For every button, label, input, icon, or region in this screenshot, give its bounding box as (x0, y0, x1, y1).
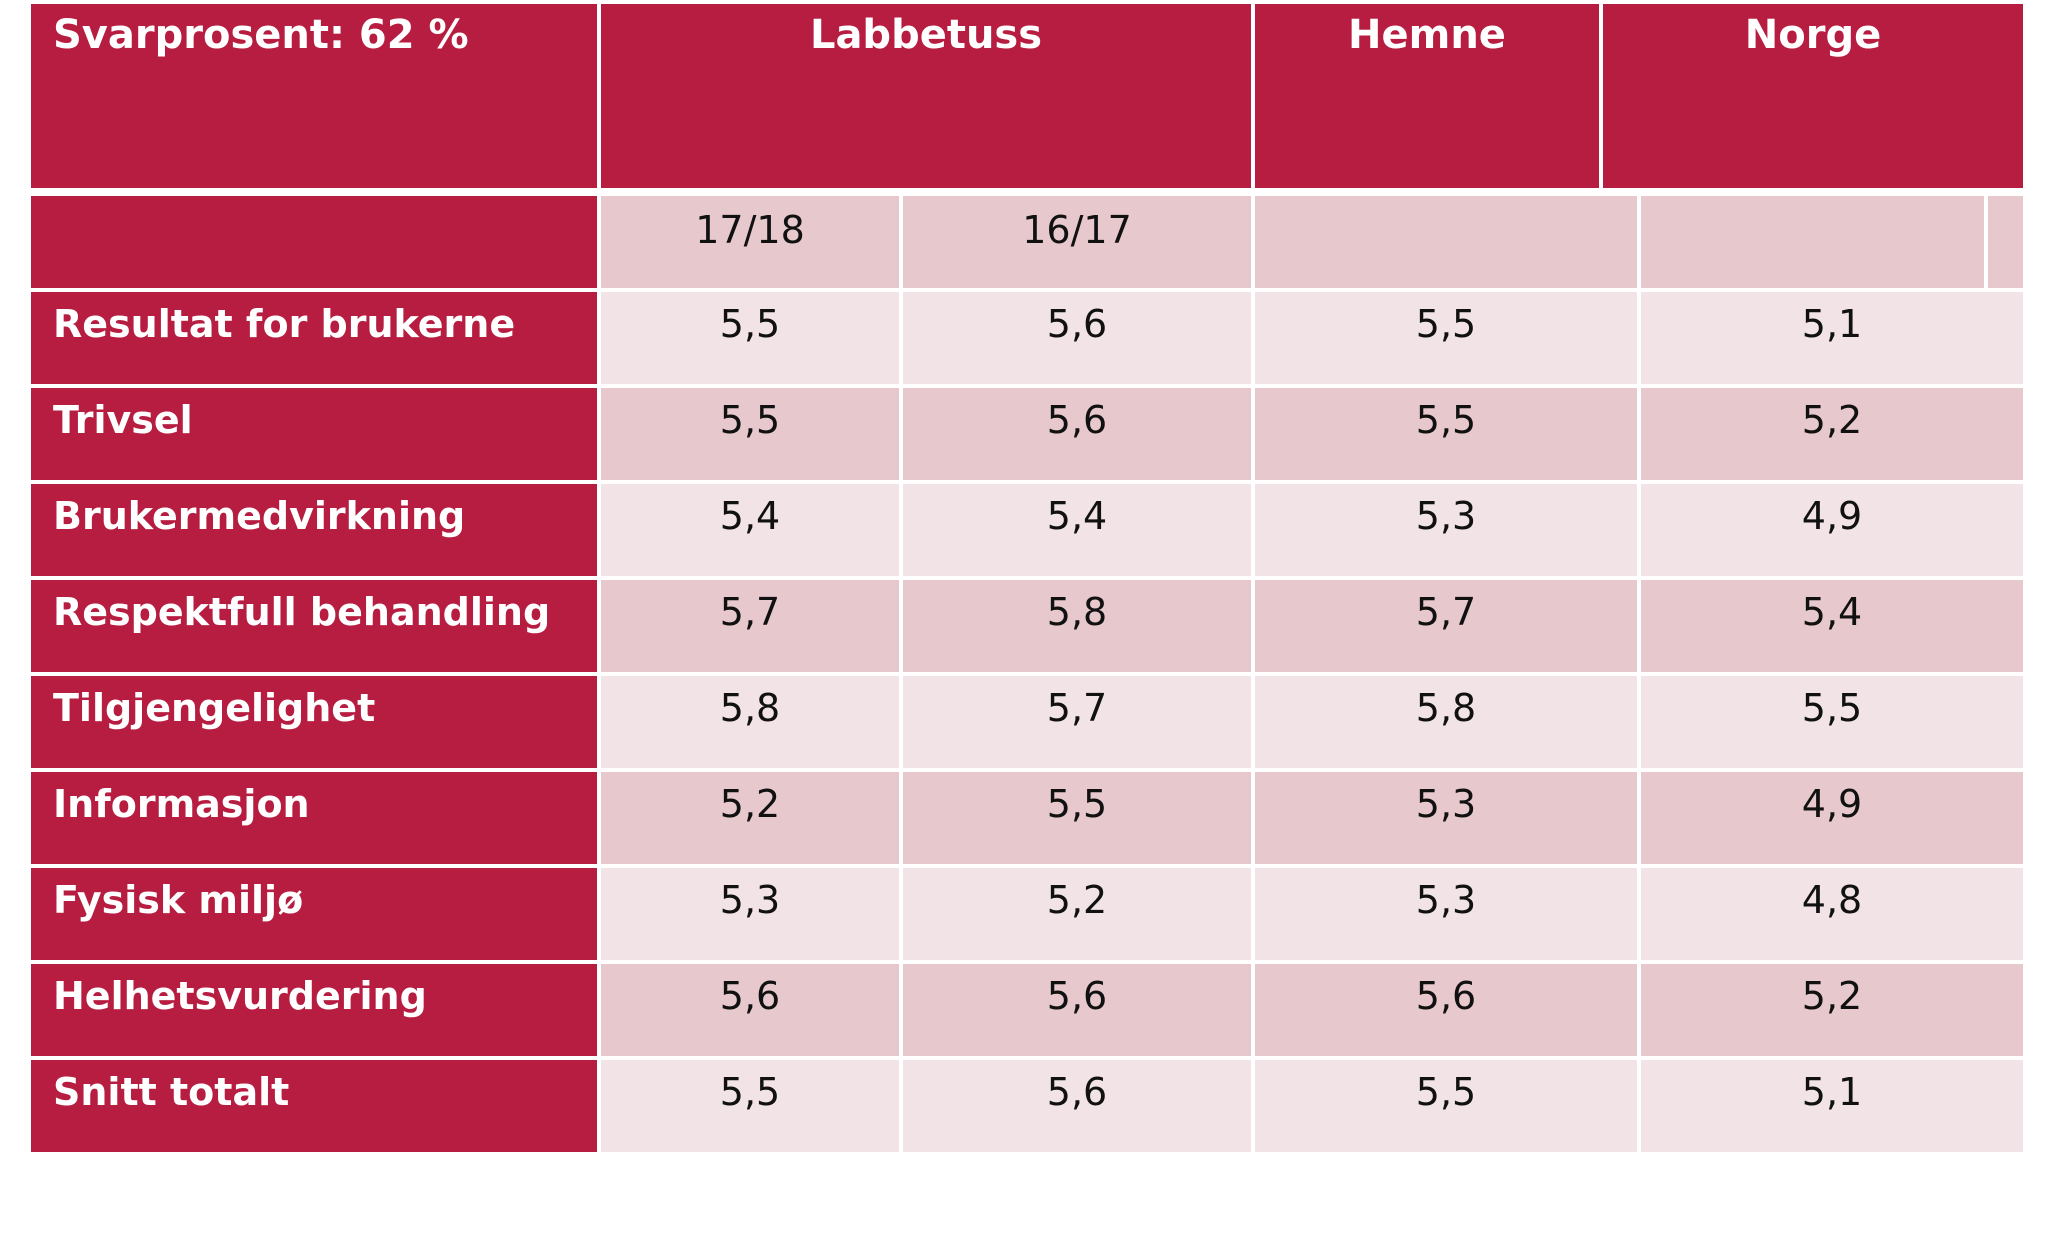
value-cell: 5,2 (601, 772, 899, 864)
value-cell: 5,6 (903, 1060, 1251, 1152)
row-label: Respektfull behandling (31, 580, 597, 672)
subheader-empty-cell (1641, 196, 1984, 288)
table-body: Resultat for brukerne 5,5 5,6 5,5 5,1 Tr… (31, 292, 2023, 1156)
value-cell: 5,3 (1255, 484, 1637, 576)
value-cell: 5,5 (601, 292, 899, 384)
value-cell: 5,2 (903, 868, 1251, 960)
row-label: Resultat for brukerne (31, 292, 597, 384)
value-cell: 5,2 (1641, 964, 2023, 1056)
table-row: Resultat for brukerne 5,5 5,6 5,5 5,1 (31, 292, 2023, 384)
value-cell: 5,7 (1255, 580, 1637, 672)
value-cell: 5,7 (903, 676, 1251, 768)
value-cell: 5,3 (1255, 772, 1637, 864)
value-cell: 5,1 (1641, 292, 2023, 384)
value-cell: 5,6 (903, 292, 1251, 384)
table-row: Trivsel 5,5 5,6 5,5 5,2 (31, 388, 2023, 480)
period-subheader-row: 17/18 16/17 (31, 196, 2023, 288)
value-cell: 4,9 (1641, 772, 2023, 864)
value-cell: 5,6 (903, 964, 1251, 1056)
table-header: Svarprosent: 62 % Labbetuss Hemne Norge (31, 4, 2023, 188)
value-cell: 5,4 (601, 484, 899, 576)
column-header-labbetuss: Labbetuss (601, 4, 1251, 188)
response-rate-title: Svarprosent: 62 % (31, 4, 597, 188)
value-cell: 5,5 (1641, 676, 2023, 768)
value-cell: 5,5 (601, 1060, 899, 1152)
value-cell: 5,4 (1641, 580, 2023, 672)
period-header-1718: 17/18 (601, 196, 899, 288)
table-row: Helhetsvurdering 5,6 5,6 5,6 5,2 (31, 964, 2023, 1056)
value-cell: 5,3 (1255, 868, 1637, 960)
value-cell: 5,6 (601, 964, 899, 1056)
value-cell: 5,6 (1255, 964, 1637, 1056)
row-label: Brukermedvirkning (31, 484, 597, 576)
value-cell: 5,8 (903, 580, 1251, 672)
value-cell: 5,5 (903, 772, 1251, 864)
value-cell: 5,5 (1255, 292, 1637, 384)
table-row: Respektfull behandling 5,7 5,8 5,7 5,4 (31, 580, 2023, 672)
value-cell: 5,3 (601, 868, 899, 960)
row-label: Fysisk miljø (31, 868, 597, 960)
row-label: Tilgjengelighet (31, 676, 597, 768)
value-cell: 5,5 (1255, 388, 1637, 480)
period-header-1617: 16/17 (903, 196, 1251, 288)
column-header-hemne: Hemne (1255, 4, 1599, 188)
subheader-empty-label-cell (31, 196, 597, 288)
row-label: Trivsel (31, 388, 597, 480)
row-label: Snitt totalt (31, 1060, 597, 1152)
table-row: Brukermedvirkning 5,4 5,4 5,3 4,9 (31, 484, 2023, 576)
value-cell: 5,8 (1255, 676, 1637, 768)
table-row: Snitt totalt 5,5 5,6 5,5 5,1 (31, 1060, 2023, 1152)
value-cell: 5,1 (1641, 1060, 2023, 1152)
table-row: Informasjon 5,2 5,5 5,3 4,9 (31, 772, 2023, 864)
results-table: Svarprosent: 62 % Labbetuss Hemne Norge … (31, 4, 2023, 1152)
value-cell: 5,4 (903, 484, 1251, 576)
value-cell: 5,6 (903, 388, 1251, 480)
column-header-norge: Norge (1603, 4, 2023, 188)
subheader-empty-cell (1255, 196, 1637, 288)
value-cell: 4,8 (1641, 868, 2023, 960)
table-row: Tilgjengelighet 5,8 5,7 5,8 5,5 (31, 676, 2023, 768)
row-label: Informasjon (31, 772, 597, 864)
value-cell: 5,5 (1255, 1060, 1637, 1152)
value-cell: 4,9 (1641, 484, 2023, 576)
value-cell: 5,7 (601, 580, 899, 672)
value-cell: 5,8 (601, 676, 899, 768)
value-cell: 5,5 (601, 388, 899, 480)
table-row: Fysisk miljø 5,3 5,2 5,3 4,8 (31, 868, 2023, 960)
row-label: Helhetsvurdering (31, 964, 597, 1056)
value-cell: 5,2 (1641, 388, 2023, 480)
subheader-empty-cell (1988, 196, 2023, 288)
